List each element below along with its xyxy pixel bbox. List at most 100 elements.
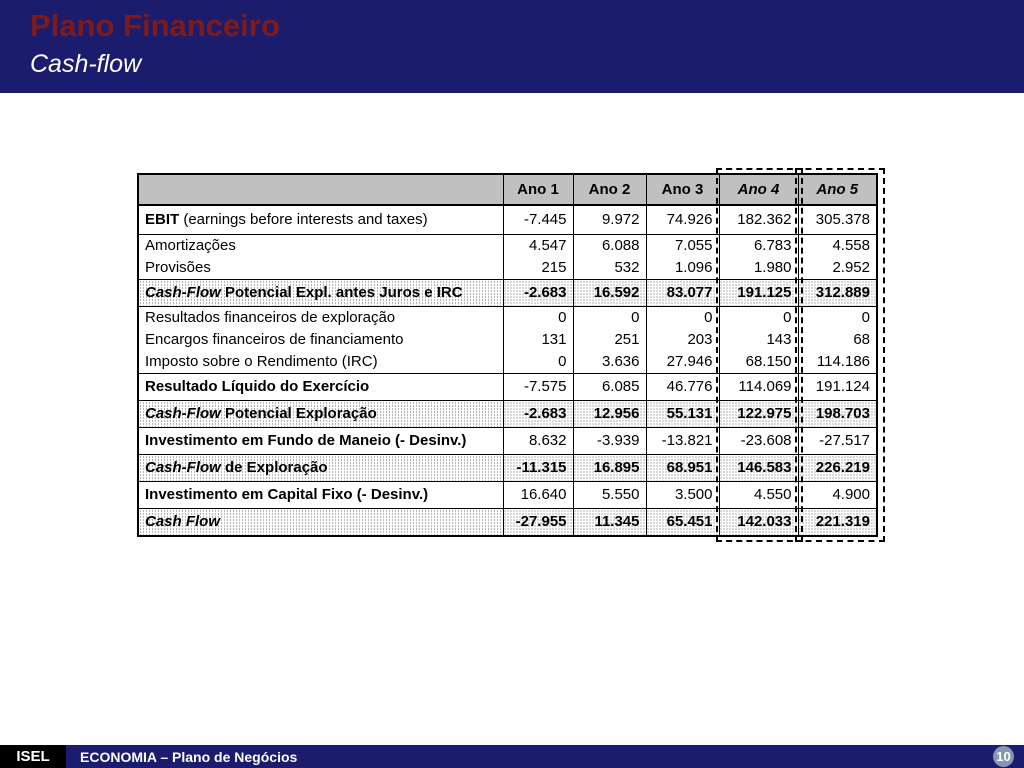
cell-value: 226.219 <box>797 454 877 482</box>
table-row: Investimento em Capital Fixo (- Desinv.)… <box>137 481 877 509</box>
table-row: Cash-Flow de Exploração -11.315 16.895 6… <box>137 454 877 482</box>
cell-value: 6.085 <box>572 373 646 401</box>
page-number-badge: 10 <box>993 746 1014 767</box>
row-label-text: Potencial Exploração <box>220 405 377 422</box>
cell-value: 221.319 <box>797 508 877 536</box>
row-label: Amortizações <box>137 234 503 257</box>
header-ano2: Ano 2 <box>572 174 646 206</box>
cell-value: -2.683 <box>502 279 573 307</box>
cell-value: 68.150 <box>718 351 798 374</box>
cell-value: 8.632 <box>502 427 573 455</box>
row-label-text: Potencial Expl. antes Juros e IRC <box>220 284 463 301</box>
table-row: EBIT (earnings before interests and taxe… <box>137 205 877 235</box>
cell-value: 251 <box>572 329 646 351</box>
cell-value: 0 <box>718 306 798 329</box>
cell-value: 3.500 <box>645 481 719 509</box>
row-label: Cash-Flow Potencial Expl. antes Juros e … <box>137 279 503 307</box>
cell-value: 11.345 <box>572 508 646 536</box>
cell-value: 182.362 <box>718 205 798 235</box>
header-ano1: Ano 1 <box>502 174 573 206</box>
table-header-row: Ano 1 Ano 2 Ano 3 Ano 4 Ano 5 <box>137 174 877 206</box>
cell-value: 1.980 <box>718 257 798 280</box>
table-row: Cash-Flow Potencial Expl. antes Juros e … <box>137 279 877 307</box>
row-label: Investimento em Fundo de Maneio (- Desin… <box>137 427 503 455</box>
table-row: Cash Flow -27.955 11.345 65.451 142.033 … <box>137 508 877 536</box>
row-label-text: Investimento em Capital Fixo (- Desinv.) <box>145 486 429 503</box>
cell-value: 191.125 <box>718 279 798 307</box>
table-row: Provisões 215 532 1.096 1.980 2.952 <box>137 257 877 280</box>
cell-value: 312.889 <box>797 279 877 307</box>
row-label-text: Investimento em Fundo de Maneio (- Desin… <box>145 432 467 449</box>
cell-value: 27.946 <box>645 351 719 374</box>
table-row: Cash-Flow Potencial Exploração -2.683 12… <box>137 400 877 428</box>
cell-value: 65.451 <box>645 508 719 536</box>
row-label-text: de Exploração <box>220 459 328 476</box>
table-row: Resultado Líquido do Exercício -7.575 6.… <box>137 373 877 401</box>
cell-value: 0 <box>502 306 573 329</box>
cell-value: 305.378 <box>797 205 877 235</box>
cell-value: 46.776 <box>645 373 719 401</box>
cell-value: 2.952 <box>797 257 877 280</box>
cell-value: 4.558 <box>797 234 877 257</box>
cashflow-table-wrap: Ano 1 Ano 2 Ano 3 Ano 4 Ano 5 EBIT (earn… <box>137 168 885 542</box>
title-banner: Plano Financeiro Cash-flow <box>0 0 1024 93</box>
header-ano5: Ano 5 <box>797 174 877 206</box>
cell-value: -13.821 <box>645 427 719 455</box>
header-ano3: Ano 3 <box>645 174 719 206</box>
cell-value: 0 <box>572 306 646 329</box>
cell-value: 16.592 <box>572 279 646 307</box>
row-label: Provisões <box>137 257 503 280</box>
page-title: Plano Financeiro <box>30 8 280 43</box>
row-label-text: Provisões <box>145 259 211 276</box>
cell-value: 114.186 <box>797 351 877 374</box>
cell-value: 16.895 <box>572 454 646 482</box>
cell-value: 16.640 <box>502 481 573 509</box>
cell-value: -11.315 <box>502 454 573 482</box>
cell-value: 68 <box>797 329 877 351</box>
cell-value: 68.951 <box>645 454 719 482</box>
cell-value: 198.703 <box>797 400 877 428</box>
cell-value: 122.975 <box>718 400 798 428</box>
table-row: Resultados financeiros de exploração 0 0… <box>137 306 877 329</box>
row-label-prefix: EBIT <box>145 211 180 228</box>
row-label-text: Amortizações <box>145 237 236 254</box>
table-row: Imposto sobre o Rendimento (IRC) 0 3.636… <box>137 351 877 374</box>
row-label: Resultado Líquido do Exercício <box>137 373 503 401</box>
cell-value: 5.550 <box>572 481 646 509</box>
row-label: Investimento em Capital Fixo (- Desinv.) <box>137 481 503 509</box>
cell-value: 6.783 <box>718 234 798 257</box>
cell-value: 191.124 <box>797 373 877 401</box>
cell-value: 146.583 <box>718 454 798 482</box>
cell-value: -3.939 <box>572 427 646 455</box>
cell-value: 142.033 <box>718 508 798 536</box>
cell-value: 215 <box>502 257 573 280</box>
row-label: EBIT (earnings before interests and taxe… <box>137 205 503 235</box>
row-label-text: (earnings before interests and taxes) <box>179 211 428 228</box>
cell-value: 3.636 <box>572 351 646 374</box>
cell-value: -7.445 <box>502 205 573 235</box>
cell-value: 12.956 <box>572 400 646 428</box>
header-ano4: Ano 4 <box>718 174 798 206</box>
cell-value: -27.517 <box>797 427 877 455</box>
table-row: Encargos financeiros de financiamento 13… <box>137 329 877 351</box>
row-label-text: Encargos financeiros de financiamento <box>145 331 404 348</box>
cell-value: 131 <box>502 329 573 351</box>
isel-logo: ISEL <box>0 745 66 768</box>
cell-value: 74.926 <box>645 205 719 235</box>
cell-value: 4.550 <box>718 481 798 509</box>
cell-value: 4.900 <box>797 481 877 509</box>
row-label-prefix: Cash-Flow <box>145 459 221 476</box>
cell-value: 143 <box>718 329 798 351</box>
cell-value: -23.608 <box>718 427 798 455</box>
footer-text: ECONOMIA – Plano de Negócios <box>80 748 298 765</box>
cell-value: -2.683 <box>502 400 573 428</box>
row-label: Encargos financeiros de financiamento <box>137 329 503 351</box>
cell-value: -27.955 <box>502 508 573 536</box>
cell-value: 1.096 <box>645 257 719 280</box>
table-row: Investimento em Fundo de Maneio (- Desin… <box>137 427 877 455</box>
cell-value: 532 <box>572 257 646 280</box>
cell-value: 114.069 <box>718 373 798 401</box>
cell-value: 203 <box>645 329 719 351</box>
cell-value: 4.547 <box>502 234 573 257</box>
